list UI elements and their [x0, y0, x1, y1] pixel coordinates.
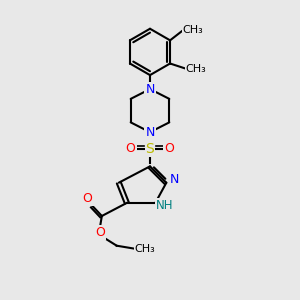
Text: CH₃: CH₃ [135, 244, 155, 254]
Text: N: N [145, 82, 155, 96]
Text: CH₃: CH₃ [183, 25, 203, 35]
Text: CH₃: CH₃ [186, 64, 206, 74]
Text: O: O [164, 142, 174, 155]
Text: O: O [82, 192, 92, 205]
Text: O: O [126, 142, 136, 155]
Text: S: S [146, 142, 154, 155]
Text: NH: NH [156, 199, 174, 212]
Text: N: N [170, 173, 179, 186]
Text: O: O [95, 226, 105, 239]
Text: N: N [145, 126, 155, 139]
